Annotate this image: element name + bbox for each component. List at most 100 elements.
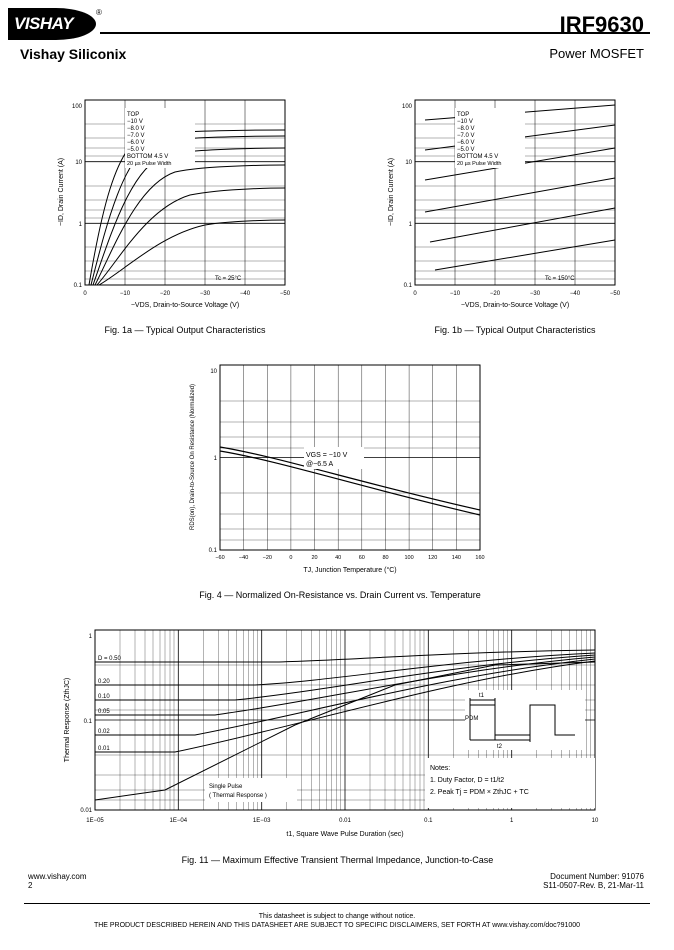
x1: −10 bbox=[120, 291, 131, 297]
fig1b-xlabel: −VDS, Drain-to-Source Voltage (V) bbox=[461, 302, 569, 309]
figure-1a: TOP −10 V −8.0 V −7.0 V −6.0 V −5.0 V BO… bbox=[50, 95, 320, 335]
fig1b-n7: 20 µs Pulse Width bbox=[457, 161, 501, 167]
x0: 0 bbox=[83, 291, 87, 297]
part-number: IRF9630 bbox=[560, 12, 644, 38]
notes2: 2. Peak Tj = PDM × ZthJC + TC bbox=[430, 789, 529, 796]
fig1b-n2: −8.0 V bbox=[457, 126, 475, 132]
y2: 10 bbox=[75, 160, 82, 166]
footer-right: Document Number: 91076 S11-0507-Rev. B, … bbox=[543, 872, 644, 890]
notes0: Notes: bbox=[430, 765, 450, 772]
fig1a-note-0: TOP bbox=[127, 112, 139, 118]
fig4-xlabel: t1, Square Wave Pulse Duration (sec) bbox=[286, 831, 403, 838]
f3x11: 160 bbox=[475, 555, 484, 561]
bx3: −30 bbox=[530, 291, 541, 297]
y0: 0.1 bbox=[74, 283, 83, 289]
brand: Vishay Siliconix bbox=[20, 46, 126, 62]
rev: S11-0507-Rev. B, 21-Mar-11 bbox=[543, 881, 644, 890]
notice-1: This datasheet is subject to change with… bbox=[259, 913, 415, 920]
figure-1b: TOP −10 V −8.0 V −7.0 V −6.0 V −5.0 V BO… bbox=[380, 95, 650, 335]
fig1b-title: Fig. 1b — Typical Output Characteristics bbox=[380, 325, 650, 335]
y3: 100 bbox=[72, 104, 83, 110]
bx0: 0 bbox=[413, 291, 417, 297]
footer-url: www.vishay.com bbox=[28, 872, 87, 881]
fig3-title: Fig. 4 — Normalized On-Resistance vs. Dr… bbox=[180, 590, 500, 600]
svg-text:t2: t2 bbox=[497, 744, 503, 750]
page-num: 2 bbox=[28, 881, 32, 890]
svg-text:PDM: PDM bbox=[465, 716, 478, 722]
fig1a-note-1: −10 V bbox=[127, 119, 143, 125]
figure-4: VGS = −10 V @−6.5 A −60 −40 −20 0 20 40 … bbox=[180, 360, 500, 600]
sp-label: Single Pulse bbox=[209, 784, 243, 790]
fig3-ylabel: RDS(on), Drain-to-Source On Resistance (… bbox=[190, 384, 196, 530]
y1: 1 bbox=[79, 222, 83, 228]
f3x1: −40 bbox=[239, 555, 248, 561]
by2: 10 bbox=[405, 160, 412, 166]
xd6: 10 bbox=[592, 818, 599, 824]
fig1a-svg: TOP −10 V −8.0 V −7.0 V −6.0 V −5.0 V BO… bbox=[50, 95, 310, 325]
svg-text:t1: t1 bbox=[479, 693, 485, 699]
dl1: 0.20 bbox=[98, 679, 110, 685]
doc-num: Document Number: 91076 bbox=[550, 872, 644, 881]
fig1b-n1: −10 V bbox=[457, 119, 473, 125]
yd2: 1 bbox=[89, 634, 93, 640]
bx1: −10 bbox=[450, 291, 461, 297]
yd1: 0.1 bbox=[84, 719, 93, 725]
x5: −50 bbox=[280, 291, 291, 297]
fig1b-n0: TOP bbox=[457, 112, 469, 118]
fig1a-ylabel: −ID, Drain Current (A) bbox=[58, 158, 65, 226]
fig3-xlabel: TJ, Junction Temperature (°C) bbox=[303, 566, 396, 574]
fig1b-n5: −5.0 V bbox=[457, 147, 475, 153]
notes1: 1. Duty Factor, D = t1/t2 bbox=[430, 777, 504, 784]
logo-text: VISHAY bbox=[14, 14, 73, 34]
x4: −40 bbox=[240, 291, 251, 297]
bx4: −40 bbox=[570, 291, 581, 297]
dl2: 0.10 bbox=[98, 694, 110, 700]
fig1a-note-7: 20 µs Pulse Width bbox=[127, 161, 171, 167]
brand-right: Power MOSFET bbox=[549, 46, 644, 61]
fig3-note1: @−6.5 A bbox=[306, 461, 333, 468]
by0: 0.1 bbox=[404, 283, 413, 289]
dl3: 0.05 bbox=[98, 709, 110, 715]
fig1b-n6: BOTTOM 4.5 V bbox=[457, 154, 498, 160]
figure-11: D = 0.50 0.20 0.10 0.05 0.02 0.01 Single… bbox=[55, 625, 620, 865]
fig1a-note-8: Tc = 25°C bbox=[215, 276, 242, 282]
dl4: 0.02 bbox=[98, 729, 110, 735]
fig1a-note-5: −5.0 V bbox=[127, 147, 145, 153]
fig1a-title: Fig. 1a — Typical Output Characteristics bbox=[50, 325, 320, 335]
footer-rule bbox=[24, 903, 650, 904]
dl0: D = 0.50 bbox=[98, 656, 122, 662]
by1: 1 bbox=[409, 222, 413, 228]
f3y1: 1 bbox=[214, 456, 218, 462]
x3: −30 bbox=[200, 291, 211, 297]
fig11-title: Fig. 11 — Maximum Effective Transient Th… bbox=[55, 855, 620, 865]
f3x5: 40 bbox=[335, 555, 341, 561]
dl5: 0.01 bbox=[98, 746, 110, 752]
xd1: 1E−04 bbox=[170, 818, 188, 824]
fig1a-note-4: −6.0 V bbox=[127, 140, 145, 146]
fig1b-ylabel: −ID, Drain Current (A) bbox=[388, 158, 395, 226]
f3y2: 10 bbox=[210, 369, 217, 375]
footer-notice: This datasheet is subject to change with… bbox=[0, 912, 674, 930]
fig1b-svg: TOP −10 V −8.0 V −7.0 V −6.0 V −5.0 V BO… bbox=[380, 95, 640, 325]
reg-mark: ® bbox=[96, 8, 102, 17]
xd4: 0.1 bbox=[424, 818, 433, 824]
by3: 100 bbox=[402, 104, 413, 110]
bx5: −50 bbox=[610, 291, 621, 297]
fig1b-n4: −6.0 V bbox=[457, 140, 475, 146]
f3x3: 0 bbox=[289, 555, 292, 561]
fig4-ylabel: Thermal Response (ZthJC) bbox=[64, 678, 71, 762]
fig4-svg: VGS = −10 V @−6.5 A −60 −40 −20 0 20 40 … bbox=[180, 360, 500, 590]
xd2: 1E−03 bbox=[253, 818, 271, 824]
notice-2: THE PRODUCT DESCRIBED HEREIN AND THIS DA… bbox=[94, 922, 580, 929]
f3y0: 0.1 bbox=[209, 548, 218, 554]
bx2: −20 bbox=[490, 291, 501, 297]
f3x2: −20 bbox=[263, 555, 272, 561]
fig1a-note-3: −7.0 V bbox=[127, 133, 145, 139]
fig1a-xlabel: −VDS, Drain-to-Source Voltage (V) bbox=[131, 302, 239, 309]
f3x0: −60 bbox=[215, 555, 224, 561]
f3x4: 20 bbox=[311, 555, 317, 561]
f3x10: 140 bbox=[452, 555, 461, 561]
sp-label2: ( Thermal Response ) bbox=[209, 793, 267, 799]
fig1a-note-6: BOTTOM 4.5 V bbox=[127, 154, 168, 160]
fig11-svg: D = 0.50 0.20 0.10 0.05 0.02 0.01 Single… bbox=[55, 625, 620, 855]
